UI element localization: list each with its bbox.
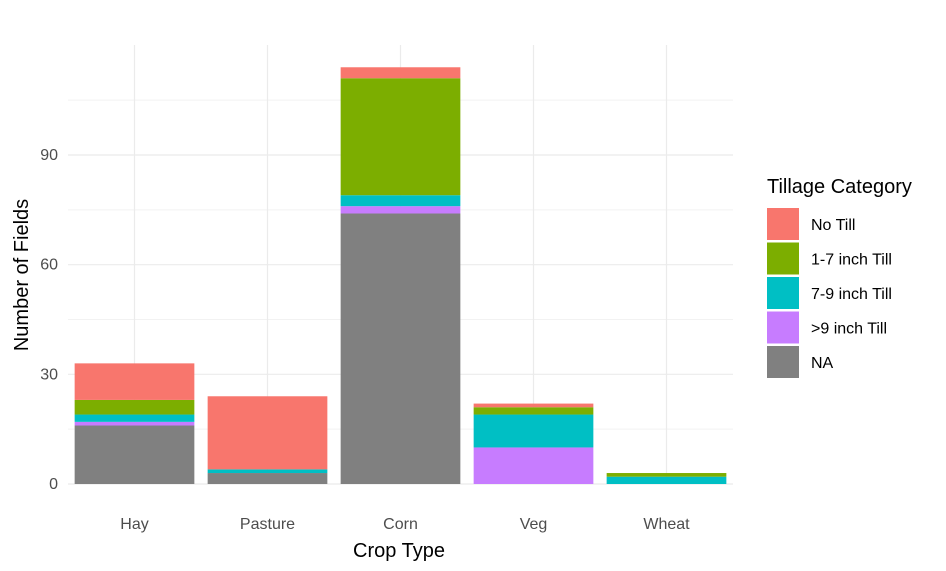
bar-segment-hay-1-7-inch-till	[74, 399, 195, 415]
y-tick-label: 0	[49, 476, 58, 493]
bar-segment-wheat-7-9-inch-till	[606, 476, 727, 484]
x-tick-label: Wheat	[643, 516, 690, 533]
x-tick-label: Pasture	[240, 516, 295, 533]
x-axis-title: Crop Type	[353, 540, 445, 562]
legend-label-no-till: No Till	[811, 217, 855, 234]
bars	[74, 67, 727, 484]
bar-segment-wheat-1-7-inch-till	[606, 473, 727, 477]
bar-segment-corn-1-7-inch-till	[340, 78, 461, 196]
bar-segment-corn-no-till	[340, 67, 461, 79]
x-tick-label: Hay	[120, 516, 148, 533]
bar-segment-hay-9-inch-till	[74, 421, 195, 426]
y-tick-labels: 0 30 60 90	[40, 147, 58, 493]
legend-key-no-till	[767, 208, 799, 240]
bar-segment-pasture-na	[207, 473, 328, 484]
bar-segment-hay-7-9-inch-till	[74, 414, 195, 422]
y-tick-label: 90	[40, 147, 58, 164]
legend-items: No Till 1-7 inch Till 7-9 inch Till >9 inch…	[767, 208, 892, 378]
bar-segment-corn-na	[340, 213, 461, 484]
bar-segment-corn-9-inch-till	[340, 206, 461, 214]
legend: Tillage Category No Till 1-7 inch Till 7-9…	[767, 176, 912, 378]
legend-label-na: NA	[811, 355, 834, 372]
legend-key-9-inch-till	[767, 311, 799, 344]
bar-segment-hay-na	[74, 425, 195, 484]
x-tick-labels: Hay Pasture Corn Veg Wheat	[120, 516, 690, 533]
y-axis-title: Number of Fields	[11, 199, 33, 351]
bar-segment-hay-no-till	[74, 363, 195, 400]
bar-segment-veg-9-inch-till	[473, 447, 594, 484]
legend-label-9-inch-till: >9 inch Till	[811, 321, 887, 338]
bar-segment-veg-1-7-inch-till	[473, 407, 594, 415]
y-tick-label: 60	[40, 257, 58, 274]
x-tick-label: Corn	[383, 516, 418, 533]
legend-key-na	[767, 346, 799, 378]
bar-segment-corn-7-9-inch-till	[340, 195, 461, 207]
legend-label-7-9-inch-till: 7-9 inch Till	[811, 286, 892, 303]
y-tick-label: 30	[40, 366, 58, 383]
legend-key-7-9-inch-till	[767, 277, 799, 309]
bar-segment-pasture-no-till	[207, 396, 328, 470]
bar-segment-veg-7-9-inch-till	[473, 414, 594, 448]
legend-label-1-7-inch-till: 1-7 inch Till	[811, 252, 892, 269]
legend-title: Tillage Category	[767, 176, 912, 198]
legend-key-1-7-inch-till	[767, 242, 799, 275]
bar-segment-pasture-7-9-inch-till	[207, 469, 328, 474]
bar-segment-veg-no-till	[473, 403, 594, 408]
x-tick-label: Veg	[520, 516, 548, 533]
